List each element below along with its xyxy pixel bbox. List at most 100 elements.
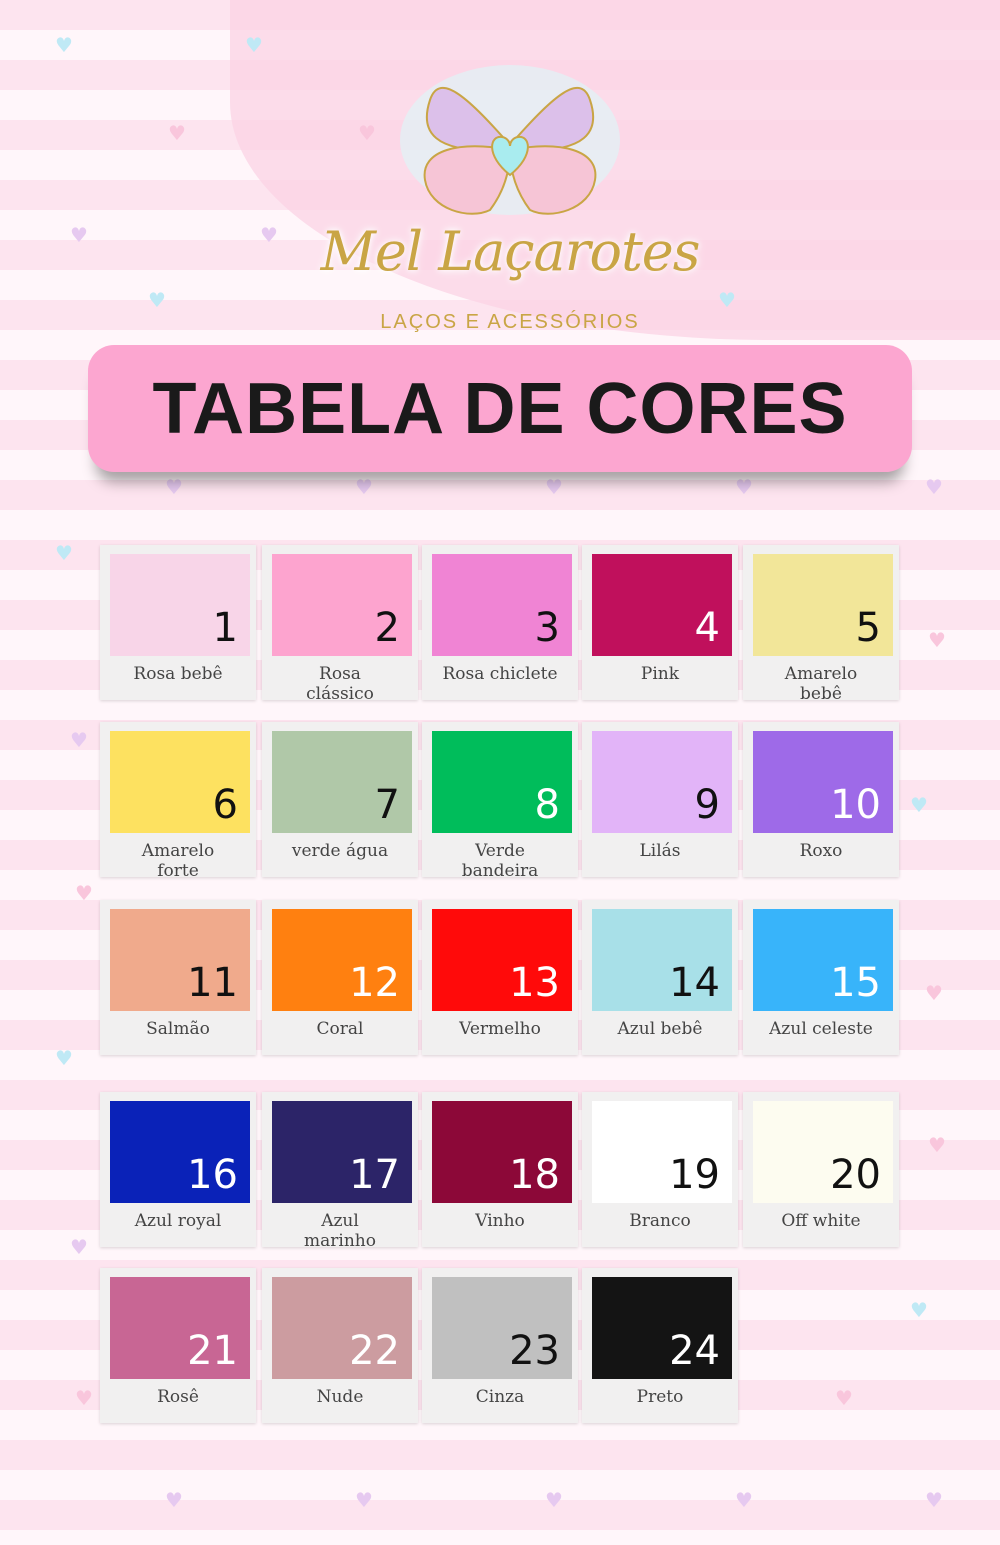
heart-icon: ♥ — [545, 1488, 563, 1512]
color-card: 23 Cinza — [422, 1268, 578, 1423]
color-number: 23 — [509, 1328, 560, 1374]
color-swatch: 9 — [592, 731, 732, 833]
heart-icon: ♥ — [70, 728, 88, 752]
color-number: 13 — [509, 960, 560, 1006]
heart-icon: ♥ — [148, 288, 166, 312]
color-number: 9 — [694, 782, 720, 828]
color-card: 4 Pink — [582, 545, 738, 700]
heart-icon: ♥ — [70, 223, 88, 247]
color-number: 14 — [669, 960, 720, 1006]
color-card: 14 Azul bebê — [582, 900, 738, 1055]
heart-icon: ♥ — [735, 1488, 753, 1512]
color-name: Branco — [629, 1211, 691, 1231]
color-name: Salmão — [146, 1019, 210, 1039]
color-number: 12 — [349, 960, 400, 1006]
color-name: Verde bandeira — [461, 841, 539, 881]
heart-icon: ♥ — [925, 1488, 943, 1512]
color-swatch: 15 — [753, 909, 893, 1011]
color-number: 17 — [349, 1152, 400, 1198]
heart-icon: ♥ — [165, 1488, 183, 1512]
logo: Mel Laçarotes LAÇOS E ACESSÓRIOS — [270, 60, 750, 350]
color-number: 22 — [349, 1328, 400, 1374]
heart-icon: ♥ — [925, 475, 943, 499]
color-card: 21 Rosê — [100, 1268, 256, 1423]
color-name: Amarelo forte — [141, 841, 215, 881]
heart-icon: ♥ — [358, 121, 376, 145]
color-number: 11 — [187, 960, 238, 1006]
color-card: 24 Preto — [582, 1268, 738, 1423]
heart-icon: ♥ — [735, 475, 753, 499]
color-name: Nude — [316, 1387, 364, 1407]
heart-icon: ♥ — [260, 223, 278, 247]
color-name: verde água — [291, 841, 389, 861]
color-card: 20 Off white — [743, 1092, 899, 1247]
color-swatch: 17 — [272, 1101, 412, 1203]
color-card: 16 Azul royal — [100, 1092, 256, 1247]
color-number: 5 — [855, 605, 881, 651]
color-card: 2 Rosa clássico — [262, 545, 418, 704]
color-card: 12 Coral — [262, 900, 418, 1055]
color-card: 17 Azul marinho — [262, 1092, 418, 1251]
color-swatch: 22 — [272, 1277, 412, 1379]
color-name: Azul royal — [134, 1211, 222, 1231]
color-number: 20 — [830, 1152, 881, 1198]
heart-icon: ♥ — [55, 1046, 73, 1070]
color-card: 5 Amarelo bebê — [743, 545, 899, 704]
brand-name: Mel Laçarotes — [320, 220, 701, 283]
heart-icon: ♥ — [910, 1298, 928, 1322]
heart-icon: ♥ — [355, 1488, 373, 1512]
page-title: TABELA DE CORES — [152, 368, 848, 449]
color-name: Cinza — [475, 1387, 525, 1407]
color-swatch: 3 — [432, 554, 572, 656]
color-card: 10 Roxo — [743, 722, 899, 877]
color-swatch: 8 — [432, 731, 572, 833]
color-card: 6 Amarelo forte — [100, 722, 256, 881]
color-name: Rosa clássico — [306, 664, 374, 704]
color-number: 19 — [669, 1152, 720, 1198]
color-card: 8 Verde bandeira — [422, 722, 578, 881]
color-card: 13 Vermelho — [422, 900, 578, 1055]
heart-icon: ♥ — [835, 1386, 853, 1410]
color-card: 9 Lilás — [582, 722, 738, 877]
color-name: Azul marinho — [304, 1211, 376, 1251]
heart-icon: ♥ — [55, 541, 73, 565]
color-name: Rosa bebê — [133, 664, 223, 684]
heart-icon: ♥ — [928, 1133, 946, 1157]
color-swatch: 14 — [592, 909, 732, 1011]
color-swatch: 7 — [272, 731, 412, 833]
color-number: 24 — [669, 1328, 720, 1374]
color-card: 3 Rosa chiclete — [422, 545, 578, 700]
color-card: 22 Nude — [262, 1268, 418, 1423]
color-swatch: 12 — [272, 909, 412, 1011]
color-swatch: 24 — [592, 1277, 732, 1379]
color-swatch: 10 — [753, 731, 893, 833]
color-name: Rosê — [157, 1387, 199, 1407]
color-swatch: 1 — [110, 554, 250, 656]
heart-icon: ♥ — [355, 475, 373, 499]
color-name: Preto — [636, 1387, 684, 1407]
color-name: Roxo — [799, 841, 843, 861]
color-name: Azul bebê — [617, 1019, 703, 1039]
color-swatch: 5 — [753, 554, 893, 656]
color-swatch: 13 — [432, 909, 572, 1011]
color-number: 3 — [534, 605, 560, 651]
color-number: 1 — [212, 605, 238, 651]
color-number: 21 — [187, 1328, 238, 1374]
color-name: Coral — [316, 1019, 364, 1039]
color-swatch: 19 — [592, 1101, 732, 1203]
color-number: 18 — [509, 1152, 560, 1198]
heart-icon: ♥ — [928, 628, 946, 652]
heart-icon: ♥ — [718, 288, 736, 312]
bow-icon — [400, 65, 620, 215]
color-number: 2 — [374, 605, 400, 651]
heart-icon: ♥ — [910, 793, 928, 817]
color-swatch: 2 — [272, 554, 412, 656]
color-card: 11 Salmão — [100, 900, 256, 1055]
color-name: Lilás — [639, 841, 681, 861]
heart-icon: ♥ — [55, 33, 73, 57]
heart-icon: ♥ — [70, 1235, 88, 1259]
color-name: Amarelo bebê — [784, 664, 858, 704]
color-number: 4 — [694, 605, 720, 651]
color-swatch: 18 — [432, 1101, 572, 1203]
color-number: 6 — [212, 782, 238, 828]
